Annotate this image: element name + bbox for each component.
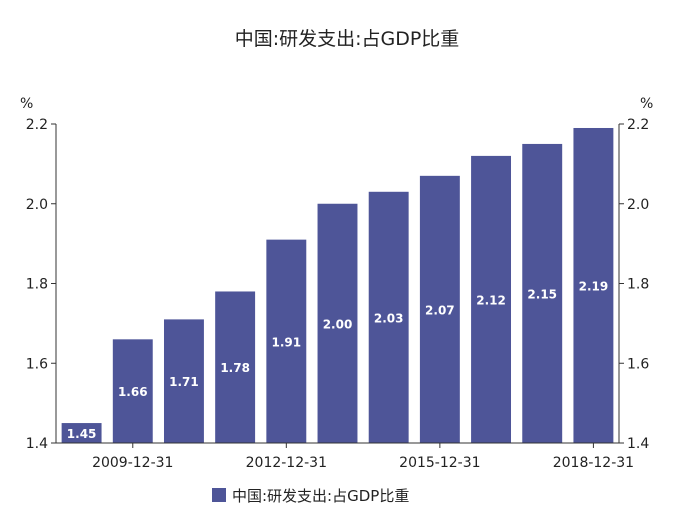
bar-value-label: 2.15 — [527, 287, 557, 301]
x-tick-label: 2015-12-31 — [399, 455, 480, 471]
bar-value-label: 2.12 — [476, 293, 506, 307]
x-tick-label: 2018-12-31 — [553, 455, 634, 471]
bar[interactable] — [112, 339, 153, 443]
bar-value-label: 1.45 — [67, 427, 97, 441]
right-tick-label: 2.2 — [627, 117, 649, 133]
bar[interactable] — [522, 143, 563, 443]
bar[interactable] — [471, 155, 512, 443]
bar[interactable] — [266, 239, 307, 443]
chart-title: 中国:研发支出:占GDP比重 — [235, 28, 460, 50]
legend-label: 中国:研发支出:占GDP比重 — [232, 487, 409, 505]
bar-value-label: 1.78 — [220, 361, 250, 375]
bar-value-label: 1.91 — [272, 335, 302, 349]
left-tick-label: 2.0 — [26, 197, 48, 213]
bar-value-label: 2.07 — [425, 303, 455, 317]
legend[interactable]: 中国:研发支出:占GDP比重 — [212, 487, 409, 505]
bar-value-labels: 1.45 1.66 1.71 1.78 1.91 2.00 2.03 2.07 2.12 2.15… — [67, 279, 608, 441]
bar-value-label: 2.00 — [323, 317, 353, 331]
left-tick-label: 1.4 — [26, 436, 48, 452]
bar[interactable] — [163, 319, 204, 443]
bar-value-label: 1.71 — [169, 375, 199, 389]
bar-value-label: 2.03 — [374, 311, 404, 325]
right-tick-label: 2.0 — [627, 197, 649, 213]
left-tick-label: 2.2 — [26, 117, 48, 133]
bar[interactable] — [61, 423, 102, 443]
left-y-axis: 1.4 1.6 1.8 2.0 2.2 — [26, 117, 57, 452]
left-tick-label: 1.6 — [26, 356, 48, 372]
right-y-axis: 1.4 1.6 1.8 2.0 2.2 — [618, 117, 649, 452]
bar[interactable] — [419, 175, 460, 443]
bar-value-label: 2.19 — [579, 279, 609, 293]
bar[interactable] — [368, 191, 409, 443]
bar-series — [61, 127, 614, 444]
right-tick-label: 1.8 — [627, 277, 649, 293]
bar[interactable] — [317, 203, 358, 443]
right-axis-unit: % — [640, 96, 653, 112]
right-tick-label: 1.6 — [627, 356, 649, 372]
bar-value-label: 1.66 — [118, 385, 148, 399]
left-axis-unit: % — [20, 96, 33, 112]
right-tick-label: 1.4 — [627, 436, 649, 452]
x-tick-label: 2012-12-31 — [246, 455, 327, 471]
bar[interactable] — [573, 127, 614, 444]
left-tick-label: 1.8 — [26, 277, 48, 293]
bar[interactable] — [215, 291, 256, 443]
x-tick-label: 2009-12-31 — [92, 455, 173, 471]
x-axis: 2009-12-31 2012-12-31 2015-12-31 2018-12-31 — [56, 442, 634, 471]
legend-swatch — [212, 488, 226, 502]
